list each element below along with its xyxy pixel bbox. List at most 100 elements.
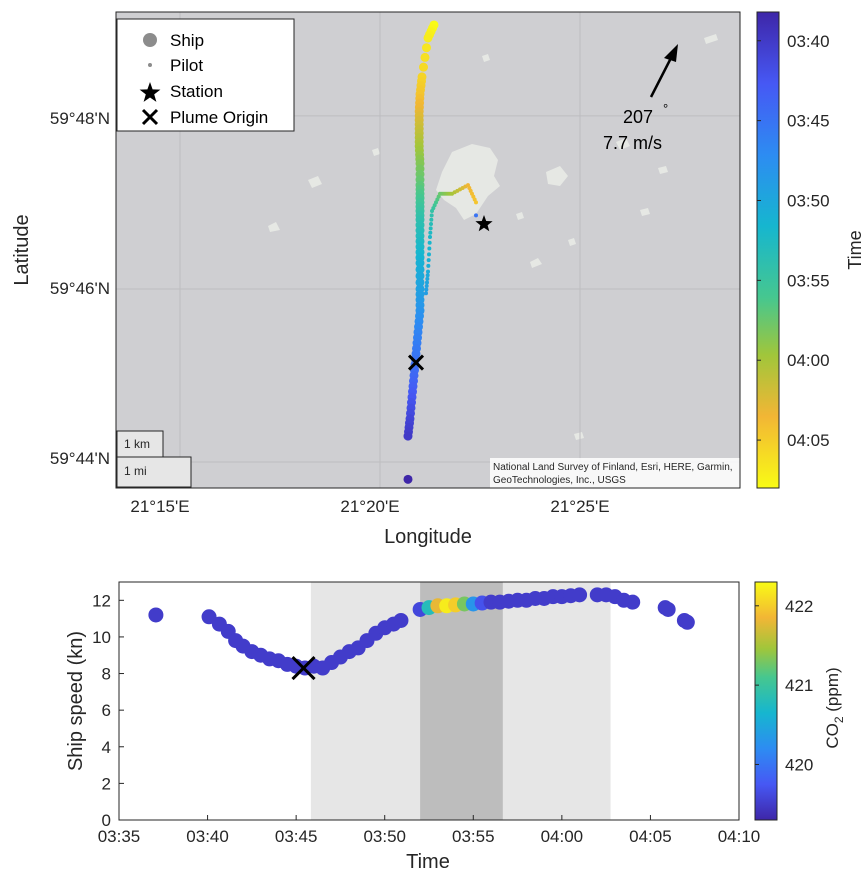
plume-origin-marker (407, 354, 425, 371)
pilot-point (424, 287, 429, 292)
speed-y-tick-label: 4 (102, 738, 111, 757)
speed-points (148, 587, 695, 676)
speed-x-tick-label: 03:40 (186, 827, 229, 846)
map-attribution-line2: GeoTechnologies, Inc., USGS (493, 475, 626, 486)
ship-point (403, 474, 413, 484)
ship-point (422, 43, 431, 53)
ship-point (415, 264, 425, 274)
map-islands (268, 34, 718, 440)
legend-pilot-label: Pilot (170, 56, 203, 75)
ship-point (415, 258, 425, 268)
time-colorbar-tick-label: 03:55 (787, 271, 830, 290)
pilot-point (424, 291, 428, 296)
legend-station-label: Station (170, 82, 223, 101)
speed-y-tick-label: 2 (102, 774, 111, 793)
speed-point (393, 612, 409, 628)
speed-y-tick-label: 0 (102, 811, 111, 830)
speed-point (679, 614, 695, 630)
time-colorbar-tick-label: 04:05 (787, 431, 830, 450)
wind-arrow (649, 44, 678, 98)
pilot-point (426, 258, 431, 263)
pilot-point (425, 273, 430, 278)
time-colorbar (756, 11, 780, 489)
speed-x-tick-label: 03:55 (452, 827, 495, 846)
speed-x-tick-label: 03:45 (275, 827, 318, 846)
legend-plume-origin-label: Plume Origin (170, 108, 268, 127)
speed-panel: 03:35 03:40 03:45 03:50 03:55 04:00 04:05 04:10… (65, 581, 846, 872)
speed-y-tick-label: 6 (102, 701, 111, 720)
wind-direction: 207 (623, 107, 653, 127)
speed-x-tick-label: 04:10 (718, 827, 761, 846)
ship-point (403, 431, 413, 441)
scale-bar-mi-label: 1 mi (124, 464, 147, 478)
map-x-axis-label: Longitude (384, 526, 472, 548)
map-y-tick-label: 59°48'N (50, 109, 110, 128)
ship-point (415, 271, 425, 281)
speed-axis-ticks: 03:35 03:40 03:45 03:50 03:55 04:00 04:05 04:10… (92, 591, 760, 846)
ship-track (403, 20, 439, 484)
ship-point (419, 62, 428, 72)
speed-x-tick-label: 03:50 (363, 827, 406, 846)
speed-x-axis-label: Time (406, 851, 450, 872)
shaded-spans (310, 582, 611, 820)
map-x-tick-label: 21°25'E (550, 497, 609, 516)
speed-y-axis-label: Ship speed (kn) (65, 631, 87, 771)
pilot-point (429, 213, 434, 218)
legend-ship-label: Ship (170, 31, 204, 50)
legend-station-star-icon (139, 82, 161, 102)
legend-plume-origin-icon (141, 108, 159, 126)
wind-speed: 7.7 m/s (603, 133, 662, 153)
speed-y-tick-label: 8 (102, 665, 111, 684)
pilot-point (428, 230, 433, 235)
legend-ship-icon (143, 33, 157, 47)
speed-x-tick-label: 04:00 (541, 827, 584, 846)
speed-point (572, 587, 588, 603)
time-colorbar-tick-label: 03:50 (787, 191, 830, 210)
speed-y-tick-label: 10 (92, 628, 111, 647)
pilot-point (429, 217, 434, 222)
map-panel: 207 ° 7.7 m/s Ship Pilot Station Plume O… (11, 11, 864, 548)
pilot-point (427, 240, 432, 245)
scale-bar: 1 km 1 mi (116, 430, 192, 488)
map-x-tick-label: 21°20'E (340, 497, 399, 516)
speed-point (660, 601, 676, 617)
pilot-point (425, 280, 429, 285)
wind-degree-symbol: ° (663, 101, 668, 116)
map-y-axis-label: Latitude (11, 214, 33, 285)
time-colorbar-tick-label: 03:40 (787, 32, 830, 51)
time-colorbar-label: Time (845, 230, 864, 269)
map-x-tick-label: 21°15'E (130, 497, 189, 516)
pilot-track (424, 183, 478, 296)
speed-plume-origin-marker (291, 655, 316, 681)
speed-y-tick-label: 12 (92, 591, 111, 610)
legend-pilot-icon (148, 63, 152, 67)
time-colorbar-tick-label: 04:00 (787, 351, 830, 370)
speed-point (148, 607, 164, 623)
pilot-point (427, 252, 431, 257)
pilot-point (426, 263, 431, 268)
co2-colorbar-label: CO2 (ppm) (823, 667, 846, 748)
speed-point (625, 594, 641, 610)
time-colorbar-ticks: 03:40 03:45 03:50 03:55 04:00 04:05 (757, 32, 830, 450)
co2-colorbar-tick-label: 422 (785, 597, 813, 616)
shaded-span-dark (420, 582, 503, 820)
pilot-point (428, 235, 432, 240)
pilot-point (429, 222, 433, 227)
speed-x-tick-label: 04:05 (629, 827, 672, 846)
map-attribution-line1: National Land Survey of Finland, Esri, H… (493, 462, 733, 473)
pilot-point (424, 284, 429, 289)
scale-bar-km-label: 1 km (124, 437, 150, 451)
pilot-point (426, 269, 430, 274)
co2-colorbar-tick-label: 421 (785, 676, 813, 695)
co2-colorbar-ticks: 420 421 422 (755, 597, 813, 774)
station-star-marker (475, 215, 493, 232)
co2-colorbar (754, 581, 778, 821)
time-colorbar-tick-label: 03:45 (787, 112, 830, 131)
co2-colorbar-tick-label: 420 (785, 755, 813, 774)
pilot-point (427, 246, 432, 251)
pilot-point (474, 200, 478, 205)
map-y-tick-label: 59°46'N (50, 279, 110, 298)
pilot-point (428, 226, 433, 231)
speed-x-tick-label: 03:35 (98, 827, 141, 846)
